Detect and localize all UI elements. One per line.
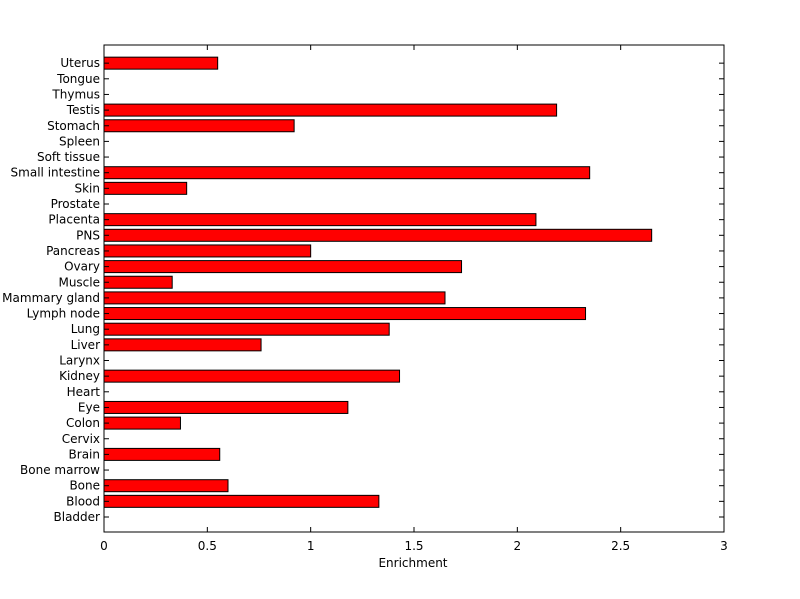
y-tick-label: Lung xyxy=(71,322,100,336)
bar-uterus xyxy=(103,56,219,70)
y-tick-label: Bone xyxy=(69,479,100,493)
y-tick-label: Brain xyxy=(69,447,100,461)
y-tick-label: Bladder xyxy=(54,510,101,524)
y-tick-label: Larynx xyxy=(59,354,100,368)
bar-eye xyxy=(103,400,349,414)
y-tick-label: Thymus xyxy=(51,87,100,101)
bar-muscle xyxy=(103,275,173,289)
bar-placenta xyxy=(103,213,537,227)
y-tick-label: Spleen xyxy=(59,134,100,148)
y-tick-label: Muscle xyxy=(58,275,100,289)
y-tick-label: Tongue xyxy=(56,72,100,86)
bar-kidney xyxy=(103,369,401,383)
y-tick-label: Pancreas xyxy=(46,244,100,258)
x-tick-label: 0.5 xyxy=(198,539,217,553)
bar-skin xyxy=(103,181,188,195)
bar-stomach xyxy=(103,119,295,133)
y-tick-label: Placenta xyxy=(48,213,100,227)
y-tick-label: PNS xyxy=(76,228,100,242)
bar-small-intestine xyxy=(103,166,591,180)
x-tick-label: 0 xyxy=(100,539,108,553)
y-tick-label: Testis xyxy=(66,103,100,117)
x-tick-label: 3 xyxy=(720,539,728,553)
y-tick-label: Prostate xyxy=(51,197,100,211)
bar-lymph-node xyxy=(103,307,587,321)
bar-ovary xyxy=(103,260,463,274)
x-tick-labels: 0 0.5 1 1.5 2 2.5 3 xyxy=(100,539,728,553)
y-tick-label: Small intestine xyxy=(11,166,100,180)
plot-frame xyxy=(103,44,725,533)
y-tick-label: Stomach xyxy=(47,119,100,133)
x-tick-label: 2 xyxy=(514,539,522,553)
y-tick-label: Cervix xyxy=(62,432,100,446)
y-tick-marks xyxy=(104,62,724,518)
y-tick-label: Ovary xyxy=(64,260,100,274)
y-tick-label: Blood xyxy=(66,494,100,508)
y-tick-label: Kidney xyxy=(59,369,100,383)
y-tick-label: Lymph node xyxy=(27,307,100,321)
x-tick-label: 2.5 xyxy=(611,539,630,553)
bar-pns xyxy=(103,228,653,242)
y-tick-label: Skin xyxy=(74,181,100,195)
bar-testis xyxy=(103,103,558,117)
y-tick-label: Bone marrow xyxy=(20,463,100,477)
bar-liver xyxy=(103,338,262,352)
bar-brain xyxy=(103,447,221,461)
y-tick-label: Mammary gland xyxy=(2,291,100,305)
bar-blood xyxy=(103,494,380,508)
x-axis-label: Enrichment xyxy=(378,556,447,570)
bar-mammary-gland xyxy=(103,291,446,305)
bar-lung xyxy=(103,322,390,336)
y-tick-label: Colon xyxy=(66,416,100,430)
y-tick-label: Liver xyxy=(71,338,101,352)
y-tick-label: Soft tissue xyxy=(37,150,100,164)
bar-pancreas xyxy=(103,244,312,258)
y-tick-label: Eye xyxy=(78,400,100,414)
bar-bone xyxy=(103,479,229,493)
y-tick-label: Uterus xyxy=(60,56,100,70)
y-tick-label: Heart xyxy=(67,385,101,399)
x-tick-label: 1 xyxy=(307,539,315,553)
x-tick-label: 1.5 xyxy=(404,539,423,553)
bar-colon xyxy=(103,416,181,430)
